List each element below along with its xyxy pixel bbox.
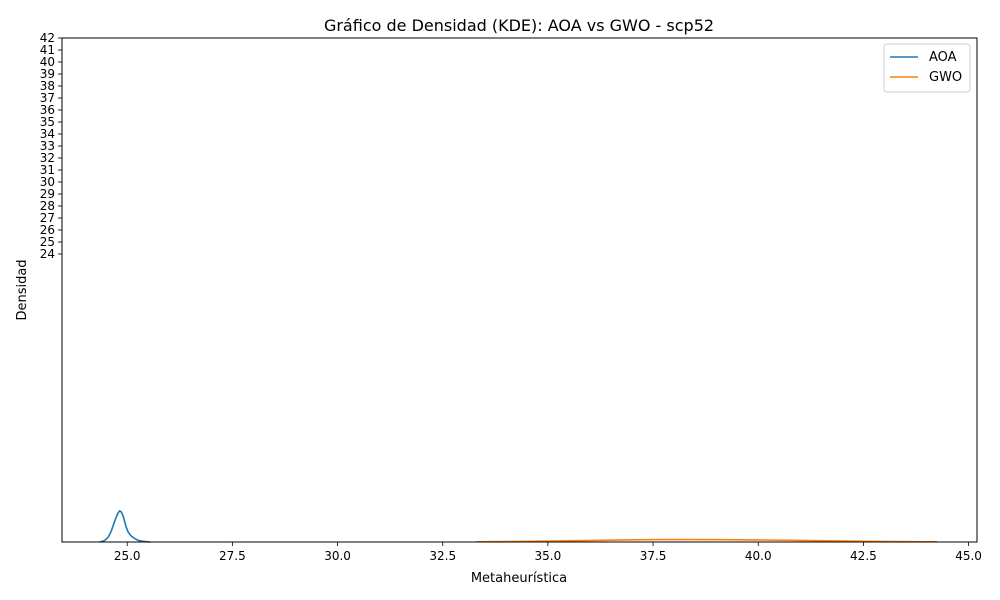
- y-tick-label: 27: [40, 211, 55, 225]
- y-tick-label: 36: [40, 103, 55, 117]
- y-tick-label: 37: [40, 91, 55, 105]
- y-tick-label: 39: [40, 67, 55, 81]
- x-tick-label: 37.5: [640, 549, 667, 563]
- x-tick-label: 32.5: [429, 549, 456, 563]
- y-tick-label: 35: [40, 115, 55, 129]
- y-tick-label: 31: [40, 163, 55, 177]
- series-line-aoa: [99, 509, 151, 543]
- x-tick-label: 35.0: [535, 549, 562, 563]
- chart-title: Gráfico de Densidad (KDE): AOA vs GWO - …: [324, 16, 714, 35]
- y-tick-label: 24: [40, 247, 55, 261]
- y-tick-label: 38: [40, 79, 55, 93]
- y-tick-label: 33: [40, 139, 55, 153]
- y-tick-label: 40: [40, 55, 55, 69]
- x-tick-label: 30.0: [324, 549, 351, 563]
- y-axis-label: Densidad: [15, 259, 30, 320]
- series-line-gwo: [476, 538, 938, 543]
- y-tick-label: 25: [40, 235, 55, 249]
- y-tick-label: 29: [40, 187, 55, 201]
- legend-label-gwo: GWO: [929, 70, 962, 85]
- legend: AOA GWO: [883, 43, 971, 93]
- legend-box: [883, 43, 971, 93]
- x-axis-label: Metaheurística: [471, 571, 567, 586]
- plot-lines: [99, 509, 938, 543]
- x-tick-label: 27.5: [219, 549, 246, 563]
- x-tick-label: 25.0: [114, 549, 141, 563]
- y-tick-label: 32: [40, 151, 55, 165]
- x-tick-label: 42.5: [850, 549, 877, 563]
- legend-label-aoa: AOA: [929, 50, 957, 65]
- y-tick-label: 41: [40, 43, 55, 57]
- y-tick-label: 28: [40, 199, 55, 213]
- x-tick-label: 40.0: [745, 549, 772, 563]
- y-tick-label: 30: [40, 175, 55, 189]
- x-tick-label: 45.0: [955, 549, 982, 563]
- y-tick-label: 34: [40, 127, 55, 141]
- plot-frame: [61, 37, 978, 543]
- y-tick-label: 26: [40, 223, 55, 237]
- y-tick-label: 42: [40, 31, 55, 45]
- x-axis-ticks: 25.0 27.5 30.0 32.5 35.0 37.5 40.0 42.5 45.0: [114, 542, 982, 563]
